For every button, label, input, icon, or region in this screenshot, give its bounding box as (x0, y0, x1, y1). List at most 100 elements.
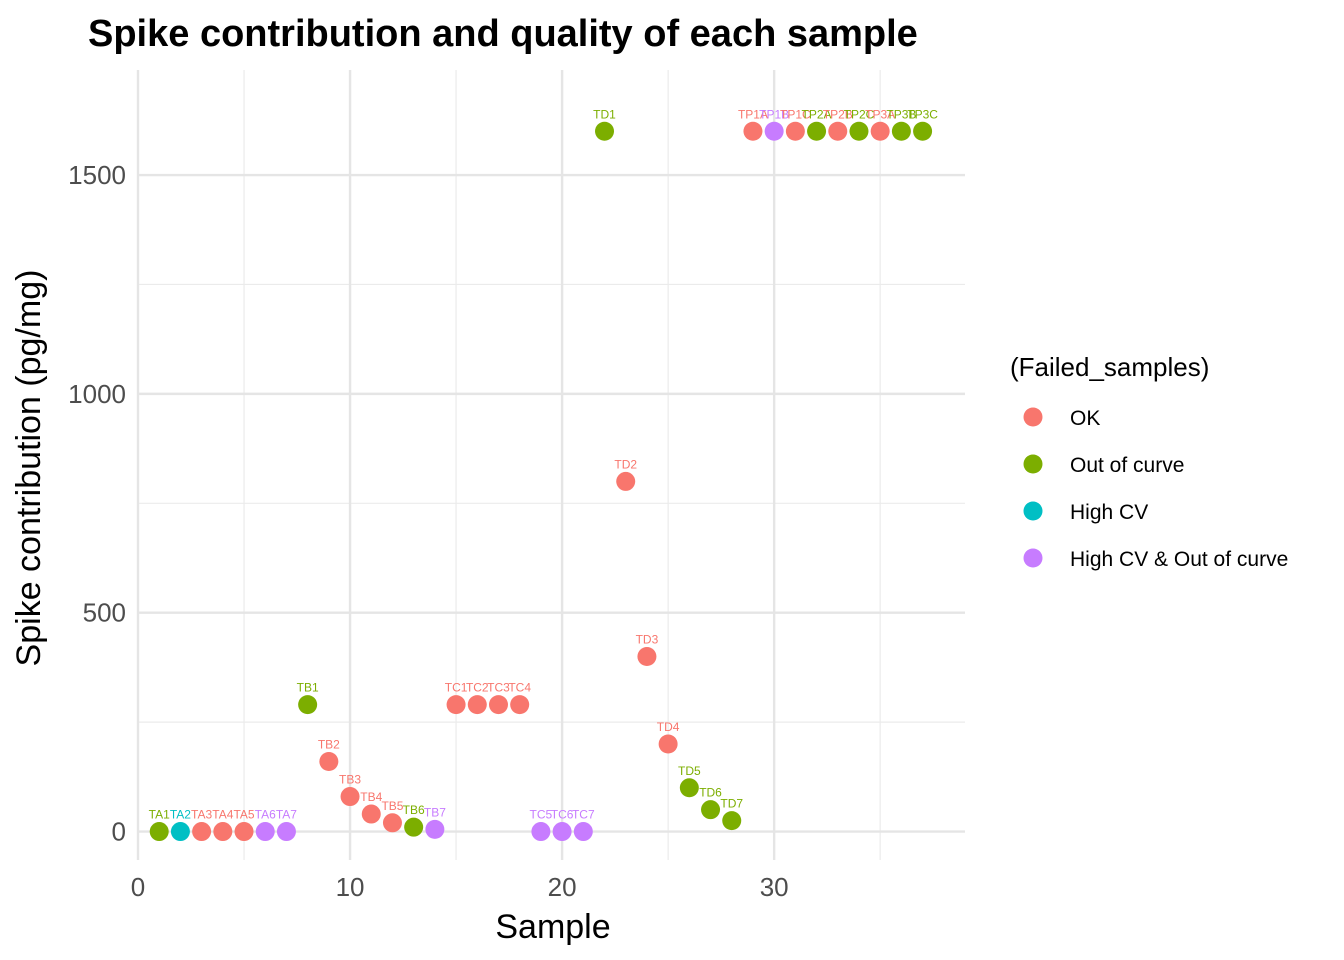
data-point-tp1c (785, 121, 805, 141)
data-point-td4 (658, 734, 678, 754)
point-label-td6: TD6 (699, 786, 722, 800)
legend-label-out: Out of curve (1070, 454, 1184, 477)
point-label-tp1b: TP1B (759, 107, 789, 121)
point-label-tb4: TB4 (360, 790, 382, 804)
point-label-ta5: TA5 (233, 808, 254, 822)
data-point-tb5 (382, 813, 402, 833)
point-label-tb7: TB7 (424, 805, 446, 819)
point-label-tp3b: TP3B (886, 107, 916, 121)
data-point-ta4 (213, 822, 233, 842)
data-point-tc4 (510, 695, 530, 715)
point-label-tb2: TB2 (318, 738, 340, 752)
data-point-tb1 (298, 695, 318, 715)
point-label-tp3a: TP3A (865, 107, 895, 121)
point-label-ta2: TA2 (170, 808, 191, 822)
data-point-ta2 (170, 822, 190, 842)
y-axis-ticks: 0 500 1000 1500 (68, 160, 126, 847)
data-point-tb3 (340, 787, 360, 807)
y-tick-label: 1000 (68, 379, 126, 409)
data-points (149, 121, 933, 842)
data-point-tp3b (891, 121, 911, 141)
data-point-td1 (595, 121, 615, 141)
data-point-ta6 (255, 822, 275, 842)
point-label-td7: TD7 (720, 797, 743, 811)
y-tick-label: 500 (83, 598, 126, 628)
x-tick-label: 20 (548, 872, 577, 902)
chart-title: Spike contribution and quality of each s… (88, 13, 918, 55)
data-point-tp1a (743, 121, 763, 141)
point-label-tp2b: TP2B (823, 107, 853, 121)
point-label-ta7: TA7 (276, 808, 297, 822)
legend-label-cv: High CV (1070, 501, 1148, 524)
data-point-tb2 (319, 752, 339, 772)
data-point-tp2c (849, 121, 869, 141)
point-label-tc2: TC2 (466, 681, 489, 695)
y-axis-title: Spike contribution (pg/mg) (10, 270, 48, 667)
data-point-td3 (637, 646, 657, 666)
x-axis-title: Sample (495, 908, 610, 946)
point-label-tb6: TB6 (403, 803, 425, 817)
data-point-tc1 (446, 695, 466, 715)
data-point-tc2 (467, 695, 487, 715)
data-point-tb6 (404, 817, 424, 837)
point-label-tb5: TB5 (381, 799, 403, 813)
point-label-tc3: TC3 (487, 681, 510, 695)
point-label-tc1: TC1 (445, 681, 468, 695)
point-label-ta3: TA3 (191, 808, 212, 822)
data-point-tp2b (828, 121, 848, 141)
x-tick-label: 10 (336, 872, 365, 902)
data-point-tp1b (764, 121, 784, 141)
point-label-td5: TD5 (678, 764, 701, 778)
data-point-tp2a (807, 121, 827, 141)
data-point-td6 (701, 800, 721, 820)
data-point-tc3 (488, 695, 508, 715)
data-point-tc5 (531, 822, 551, 842)
data-point-tc7 (573, 822, 593, 842)
data-point-td5 (679, 778, 699, 798)
point-label-tp2c: TP2C (844, 107, 875, 121)
point-label-ta4: TA4 (212, 808, 233, 822)
point-label-td2: TD2 (614, 457, 637, 471)
data-point-ta1 (149, 822, 169, 842)
data-point-ta7 (276, 822, 296, 842)
y-tick-label: 0 (112, 817, 126, 847)
data-point-ta3 (192, 822, 212, 842)
x-tick-label: 0 (131, 872, 145, 902)
point-label-tc7: TC7 (572, 808, 595, 822)
point-label-ta1: TA1 (149, 808, 170, 822)
point-label-td4: TD4 (657, 720, 680, 734)
data-point-td7 (722, 811, 742, 831)
point-label-td1: TD1 (593, 107, 616, 121)
legend-key-ok (1023, 407, 1043, 427)
x-axis-ticks: 0 10 20 30 (131, 872, 789, 902)
point-label-tp2a: TP2A (802, 107, 832, 121)
legend-key-both (1023, 548, 1043, 568)
point-label-td3: TD3 (636, 632, 659, 646)
data-point-tp3c (913, 121, 933, 141)
point-label-tc6: TC6 (551, 808, 574, 822)
point-label-tp1c: TP1C (780, 107, 811, 121)
data-point-tc6 (552, 822, 572, 842)
legend-label-both: High CV & Out of curve (1070, 548, 1288, 571)
point-label-tb1: TB1 (297, 681, 319, 695)
legend-title: (Failed_samples) (1010, 352, 1209, 382)
data-point-tb4 (361, 804, 381, 824)
legend: (Failed_samples) OK Out of curve High CV Hi… (1010, 352, 1288, 571)
y-tick-label: 1500 (68, 160, 126, 190)
point-label-ta6: TA6 (255, 808, 276, 822)
grid (136, 70, 965, 860)
legend-label-ok: OK (1070, 407, 1100, 430)
data-point-tb7 (425, 819, 445, 839)
point-label-tp3c: TP3C (907, 107, 938, 121)
legend-key-cv (1023, 501, 1043, 521)
data-point-td2 (616, 471, 636, 491)
data-point-tp3a (870, 121, 890, 141)
x-tick-label: 30 (760, 872, 789, 902)
point-label-tb3: TB3 (339, 773, 361, 787)
legend-key-out (1023, 454, 1043, 474)
point-label-tc5: TC5 (530, 808, 553, 822)
point-label-tp1a: TP1A (738, 107, 768, 121)
data-point-ta5 (234, 822, 254, 842)
